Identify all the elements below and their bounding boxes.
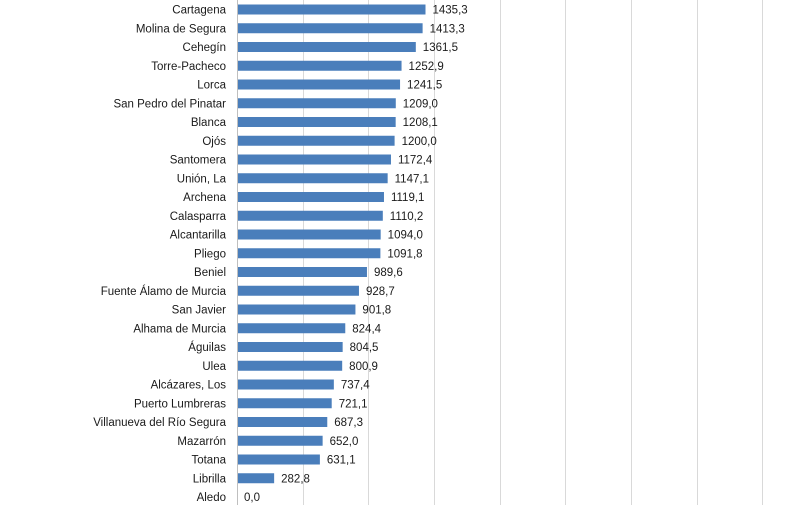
bar-2	[238, 42, 416, 52]
bar-0	[238, 4, 426, 15]
bar-8	[238, 154, 391, 165]
category-label: Cehegín	[183, 42, 226, 54]
value-label: 1091,8	[387, 248, 422, 260]
bar-17	[238, 323, 346, 334]
bar-9	[238, 173, 388, 184]
value-label: 631,1	[327, 455, 356, 467]
value-label: 0,0	[244, 492, 260, 504]
category-label: Villanueva del Río Segura	[93, 417, 226, 429]
category-label: Fuente Álamo de Murcia	[101, 285, 227, 298]
bar-7	[238, 135, 395, 146]
category-label: Puerto Lumbreras	[134, 398, 226, 410]
category-label: Ojós	[202, 136, 226, 148]
bar-3	[238, 60, 402, 71]
value-label: 1209,0	[403, 98, 438, 110]
bars	[238, 4, 426, 484]
bar-1	[238, 23, 423, 34]
bar-11	[238, 210, 383, 221]
bar-25	[238, 473, 275, 484]
value-label: 687,3	[334, 417, 363, 429]
category-label: Unión, La	[177, 173, 227, 185]
value-label: 1241,5	[407, 80, 442, 92]
category-label: Lorca	[197, 80, 226, 92]
bar-14	[238, 267, 367, 277]
category-label: Mazarrón	[177, 436, 226, 448]
bar-18	[238, 342, 343, 352]
category-label: Blanca	[191, 117, 227, 129]
bar-6	[238, 117, 396, 127]
category-label: Ulea	[202, 361, 226, 373]
bar-23	[238, 435, 323, 446]
value-label: 804,5	[350, 342, 379, 354]
value-label: 1119,1	[391, 192, 424, 204]
value-label: 928,7	[366, 286, 395, 298]
value-label: 1413,3	[430, 23, 465, 35]
bar-4	[238, 79, 401, 90]
value-label: 989,6	[374, 267, 403, 279]
value-label: 1435,3	[433, 5, 468, 17]
value-label: 1200,0	[402, 136, 437, 148]
category-label: Alcantarilla	[170, 230, 227, 242]
value-label: 1147,1	[395, 173, 429, 185]
category-label: Pliego	[194, 248, 226, 260]
bar-10	[238, 192, 384, 202]
category-label: Santomera	[170, 155, 227, 167]
bar-24	[238, 454, 320, 465]
category-label: Torre-Pacheco	[151, 61, 226, 73]
value-label: 721,1	[339, 398, 368, 410]
bar-5	[238, 98, 396, 109]
value-label: 901,8	[362, 305, 391, 317]
category-label: Beniel	[194, 267, 226, 279]
value-label: 737,4	[341, 380, 370, 392]
labels: Cartagena 1435,3 Molina de Segura 1413,3 Ceh…	[93, 5, 467, 505]
category-label: Archena	[183, 192, 226, 204]
bar-22	[238, 417, 328, 427]
bar-16	[238, 304, 356, 315]
category-label: San Javier	[172, 305, 227, 317]
category-label: Aledo	[197, 492, 226, 504]
bar-13	[238, 248, 381, 259]
value-label: 282,8	[281, 473, 310, 485]
bar-20	[238, 379, 334, 390]
value-label: 1094,0	[388, 230, 423, 242]
bar-19	[238, 360, 343, 371]
category-label: Alhama de Murcia	[133, 323, 226, 335]
bar-21	[238, 398, 332, 409]
category-label: Águilas	[188, 341, 226, 354]
value-label: 1361,5	[423, 42, 458, 54]
bar-12	[238, 229, 381, 240]
category-label: Molina de Segura	[136, 23, 227, 35]
category-label: Totana	[191, 455, 226, 467]
category-label: Calasparra	[170, 211, 227, 223]
value-label: 1252,9	[409, 61, 444, 73]
value-label: 824,4	[352, 323, 381, 335]
value-label: 1110,2	[390, 211, 423, 223]
category-label: Librilla	[193, 473, 227, 485]
value-label: 800,9	[349, 361, 378, 373]
category-label: Cartagena	[172, 5, 226, 17]
bar-15	[238, 285, 359, 296]
value-label: 1172,4	[398, 155, 433, 167]
value-label: 1208,1	[403, 117, 438, 129]
category-label: Alcázares, Los	[151, 380, 227, 392]
value-label: 652,0	[330, 436, 359, 448]
category-label: San Pedro del Pinatar	[113, 98, 226, 110]
